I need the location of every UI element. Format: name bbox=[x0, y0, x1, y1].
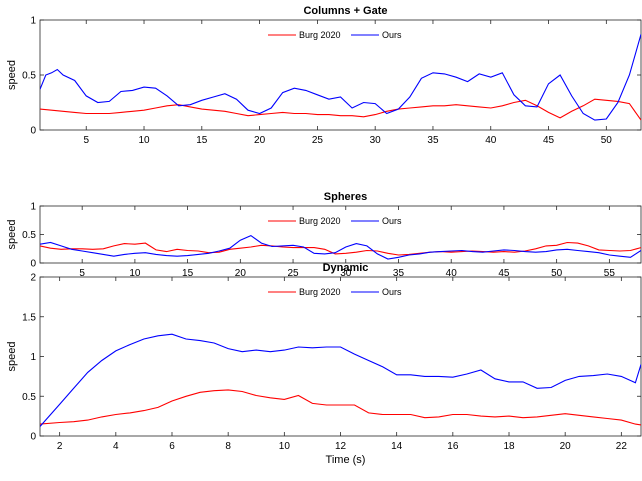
y-axis-label: speed bbox=[6, 342, 18, 372]
y-axis-label: speed bbox=[6, 60, 18, 90]
x-tick-label: 20 bbox=[254, 135, 266, 146]
legend: Burg 2020 Ours bbox=[268, 216, 402, 226]
x-tick-label: 12 bbox=[335, 441, 347, 452]
x-tick-label: 10 bbox=[129, 268, 141, 279]
x-tick-label: 55 bbox=[604, 268, 616, 279]
series-line-ours bbox=[40, 34, 641, 121]
legend-label: Burg 2020 bbox=[299, 287, 341, 297]
subplot-title: Spheres bbox=[324, 191, 367, 203]
y-tick-label: 1 bbox=[30, 202, 36, 213]
y-tick-label: 0 bbox=[30, 126, 36, 137]
series-line-burg-2020 bbox=[40, 98, 641, 121]
subplot-2: 5 10 15 20 25 30 35 40 45 50 55 0 0.5 1 Spheres speed Bu… bbox=[6, 191, 642, 279]
x-tick-label: 22 bbox=[616, 441, 628, 452]
x-tick-label: 6 bbox=[169, 441, 175, 452]
x-tick-label: 50 bbox=[601, 135, 613, 146]
x-tick-label: 40 bbox=[485, 135, 497, 146]
x-tick-label: 15 bbox=[196, 135, 208, 146]
x-tick-label: 10 bbox=[138, 135, 150, 146]
x-tick-label: 20 bbox=[560, 441, 572, 452]
subplot-title: Dynamic bbox=[323, 262, 369, 274]
subplot-1: 5 10 15 20 25 30 35 40 45 50 0 0.5 1 Columns + Gate sp… bbox=[6, 5, 642, 146]
x-tick-label: 18 bbox=[503, 441, 515, 452]
x-tick-label: 30 bbox=[340, 268, 352, 279]
x-tick-label: 25 bbox=[312, 135, 324, 146]
x-tick-label: 5 bbox=[79, 268, 85, 279]
x-tick-label: 2 bbox=[57, 441, 63, 452]
series-line-ours bbox=[40, 333, 641, 427]
x-tick-label: 45 bbox=[543, 135, 555, 146]
subplot-3: 2 4 6 8 10 12 14 16 18 20 22 0 0.5 1 1.5 2 Dynamic speed T… bbox=[6, 262, 642, 466]
x-tick-label: 45 bbox=[498, 268, 510, 279]
legend-label: Burg 2020 bbox=[299, 30, 341, 40]
y-tick-label: 0 bbox=[30, 259, 36, 270]
x-tick-label: 5 bbox=[83, 135, 89, 146]
legend: Burg 2020 Ours bbox=[268, 287, 402, 297]
y-tick-label: 1.5 bbox=[22, 312, 36, 323]
x-tick-label: 35 bbox=[427, 135, 439, 146]
series-line-burg-2020 bbox=[40, 389, 641, 426]
y-tick-label: 2 bbox=[30, 273, 36, 284]
legend: Burg 2020 Ours bbox=[268, 30, 402, 40]
x-tick-label: 4 bbox=[113, 441, 119, 452]
y-tick-label: 1 bbox=[30, 352, 36, 363]
x-tick-label: 16 bbox=[447, 441, 459, 452]
x-axis-label: Time (s) bbox=[326, 454, 366, 466]
legend-label: Burg 2020 bbox=[299, 216, 341, 226]
x-tick-label: 35 bbox=[393, 268, 405, 279]
legend-label: Ours bbox=[382, 216, 402, 226]
x-tick-label: 30 bbox=[370, 135, 382, 146]
y-tick-label: 0.5 bbox=[22, 71, 36, 82]
x-tick-label: 25 bbox=[287, 268, 299, 279]
axes-box bbox=[39, 276, 642, 437]
axes-box bbox=[39, 19, 642, 131]
x-tick-label: 10 bbox=[279, 441, 291, 452]
x-tick-label: 20 bbox=[235, 268, 247, 279]
legend-label: Ours bbox=[382, 287, 402, 297]
series-line-ours bbox=[40, 234, 641, 260]
x-tick-label: 50 bbox=[551, 268, 563, 279]
x-tick-label: 14 bbox=[391, 441, 403, 452]
series-line-burg-2020 bbox=[40, 241, 641, 256]
y-tick-label: 0.5 bbox=[22, 230, 36, 241]
x-tick-label: 8 bbox=[225, 441, 231, 452]
x-tick-label: 40 bbox=[446, 268, 458, 279]
y-axis-label: speed bbox=[6, 220, 18, 250]
y-tick-label: 0.5 bbox=[22, 392, 36, 403]
x-tick-label: 15 bbox=[182, 268, 194, 279]
subplot-title: Columns + Gate bbox=[303, 5, 387, 17]
axes-box bbox=[39, 205, 642, 264]
legend-label: Ours bbox=[382, 30, 402, 40]
y-tick-label: 1 bbox=[30, 16, 36, 27]
y-tick-label: 0 bbox=[30, 432, 36, 443]
